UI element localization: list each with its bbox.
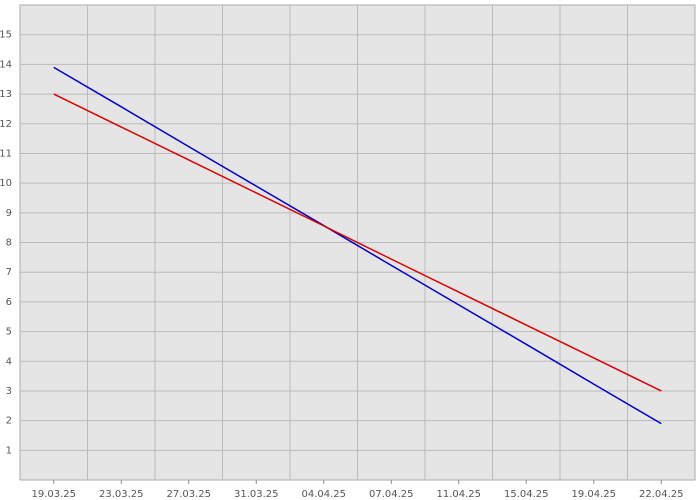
y-tick-label: 9 (6, 208, 12, 219)
y-tick-label: 10 (0, 178, 12, 189)
y-tick-label: 5 (6, 327, 12, 338)
x-tick-label: 07.04.25 (369, 489, 414, 500)
y-tick-label: 12 (0, 119, 12, 130)
series-line (53, 66, 662, 425)
y-tick-label: 2 (6, 416, 12, 427)
y-tick-label: 15 (0, 30, 12, 41)
y-tick-label: 14 (0, 59, 12, 70)
x-tick-label: 19.03.25 (31, 489, 76, 500)
x-tick-label: 04.04.25 (301, 489, 346, 500)
x-tick-label: 11.04.25 (436, 489, 481, 500)
y-tick-label: 11 (0, 148, 12, 159)
y-tick-label: 6 (6, 297, 12, 308)
x-tick-label: 22.04.25 (639, 489, 684, 500)
x-tick-label: 23.03.25 (99, 489, 144, 500)
x-tick-label: 19.04.25 (571, 489, 616, 500)
x-tick-label: 15.04.25 (504, 489, 549, 500)
x-tick-label: 31.03.25 (234, 489, 279, 500)
y-tick-label: 1 (6, 445, 12, 456)
y-tick-label: 7 (6, 267, 12, 278)
y-tick-label: 13 (0, 89, 12, 100)
y-tick-label: 8 (6, 238, 12, 249)
y-tick-label: 4 (6, 356, 12, 367)
x-tick-label: 27.03.25 (166, 489, 211, 500)
series-line (53, 93, 662, 392)
y-tick-label: 3 (6, 386, 12, 397)
